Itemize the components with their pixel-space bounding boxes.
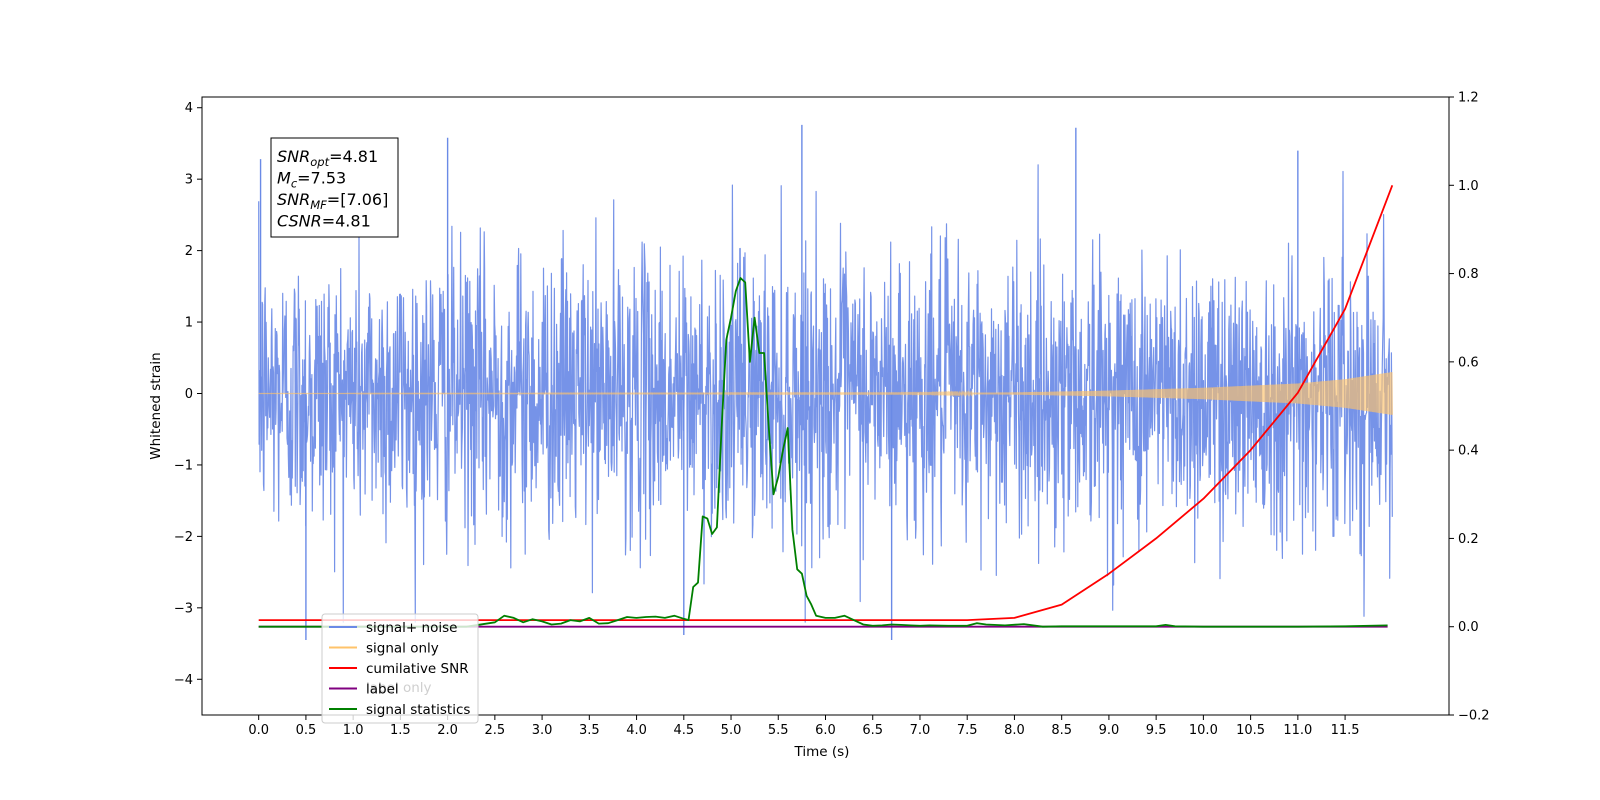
y-tick-label: −2	[174, 530, 193, 545]
x-tick-label: 4.0	[626, 723, 647, 738]
x-tick-label: 5.5	[768, 723, 789, 738]
plot-area	[258, 124, 1394, 640]
x-tick-label: 0.5	[296, 723, 317, 738]
legend-entry-label: label	[366, 682, 399, 698]
annotation-frame	[270, 137, 399, 238]
x-tick-label: 11.0	[1283, 723, 1312, 738]
x-axis-label: Time (s)	[794, 744, 850, 760]
y2-tick-label: 0.4	[1458, 444, 1479, 459]
annotation-line: Mc=7.53	[277, 169, 346, 191]
y2-tick-label: 1.0	[1458, 179, 1479, 194]
x-tick-label: 7.5	[957, 723, 978, 738]
y-axis-label: Whitened strain	[148, 352, 164, 459]
x-tick-label: 5.0	[721, 723, 742, 738]
y-tick-label: 0	[185, 387, 193, 402]
x-tick-label: 3.5	[579, 723, 600, 738]
y-tick-label: 4	[185, 101, 193, 116]
x-tick-label: 6.5	[862, 723, 883, 738]
legend: label only signal+ noise signal only cumil…	[321, 613, 479, 724]
y-tick-label: −4	[174, 673, 193, 688]
y-tick-label: 1	[185, 316, 193, 331]
series-signal-only	[258, 372, 1393, 415]
y-tick-label: −1	[174, 458, 193, 473]
x-tick-label: 9.0	[1099, 723, 1120, 738]
y2-tick-label: 1.2	[1458, 91, 1479, 106]
y-tick-label: 2	[185, 244, 193, 259]
x-tick-label: 11.5	[1331, 723, 1360, 738]
x-tick-label: 9.5	[1146, 723, 1167, 738]
x-tick-label: 1.0	[343, 723, 364, 738]
x-tick-label: 2.0	[437, 723, 458, 738]
legend-entry-label: signal statistics	[366, 702, 470, 718]
x-tick-label: 10.0	[1189, 723, 1218, 738]
x-tick-label: 7.0	[910, 723, 931, 738]
x-tick-label: 4.5	[673, 723, 694, 738]
annotation-line: SNRMF=[7.06]	[277, 190, 388, 212]
legend-frame	[321, 613, 479, 724]
legend-obscured-label: label only	[366, 680, 432, 696]
legend-entry-label: cumilative SNR	[366, 661, 469, 677]
y2-tick-label: 0.0	[1458, 620, 1479, 635]
legend-entry-label: signal only	[366, 641, 439, 657]
annotation-line: SNRopt=4.81	[277, 147, 378, 169]
x-tick-label: 1.5	[390, 723, 411, 738]
x-tick-label: 6.0	[815, 723, 836, 738]
x-tick-label: 3.0	[532, 723, 553, 738]
y2-tick-label: −0.2	[1458, 709, 1490, 724]
x-tick-label: 2.5	[485, 723, 506, 738]
y2-tick-label: 0.6	[1458, 355, 1479, 370]
series-layer	[258, 124, 1394, 640]
y-tick-label: 3	[185, 173, 193, 188]
x-tick-label: 0.0	[248, 723, 269, 738]
annotation-line: CSNR=4.81	[277, 212, 371, 231]
x-tick-label: 8.0	[1004, 723, 1025, 738]
series-signal-statistics	[258, 277, 1388, 628]
x-tick-label: 8.5	[1051, 723, 1072, 738]
series-cumulative-snr	[258, 184, 1394, 621]
x-tick-label: 10.5	[1236, 723, 1265, 738]
y-axis-right: −0.2 0.0 0.2 0.4 0.6 0.8 1.0 1.2	[1449, 91, 1490, 724]
y-axis-left: −4 −3 −2 −1 0 1 2 3 4	[174, 101, 202, 688]
y-tick-label: −3	[174, 601, 193, 616]
y2-tick-label: 0.2	[1458, 532, 1479, 547]
y2-tick-label: 0.8	[1458, 267, 1479, 282]
legend-entry-label: signal+ noise	[366, 620, 457, 636]
